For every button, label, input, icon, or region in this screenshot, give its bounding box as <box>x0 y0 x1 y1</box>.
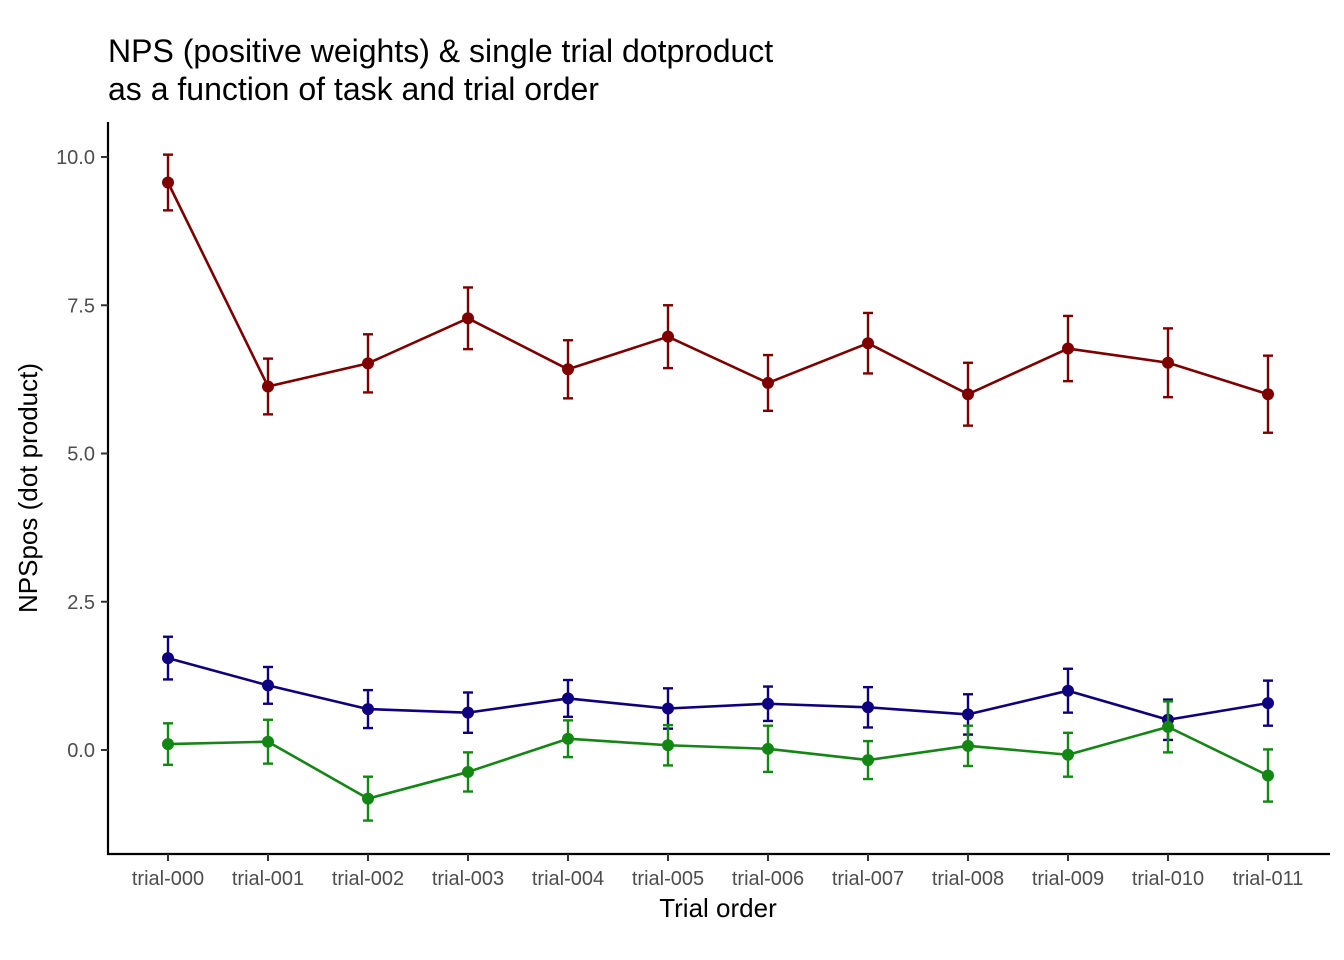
data-point <box>462 765 474 778</box>
plot-area <box>162 153 1274 822</box>
data-point <box>962 708 974 721</box>
data-point <box>662 739 674 752</box>
data-point <box>962 739 974 752</box>
series-line <box>166 181 1269 396</box>
x-tick-label: trial-000 <box>132 868 204 890</box>
data-point <box>162 738 174 751</box>
data-point <box>862 337 874 350</box>
series-3 <box>162 700 1274 822</box>
data-point <box>1062 684 1074 697</box>
x-tick-label: trial-003 <box>432 868 504 890</box>
x-tick-label: trial-004 <box>532 868 604 890</box>
data-point <box>1162 356 1174 369</box>
chart-subtitle: as a function of task and trial order <box>108 71 599 107</box>
x-tick-label: trial-006 <box>732 868 804 890</box>
y-tick-label: 0.0 <box>67 740 95 762</box>
y-axis-ticks: 0.0 2.5 5.0 7.5 10.0 <box>56 147 108 762</box>
data-point <box>1062 748 1074 761</box>
y-tick-label: 2.5 <box>67 592 95 614</box>
y-tick-label: 7.5 <box>67 295 95 317</box>
data-point <box>362 357 374 370</box>
x-tick-label: trial-011 <box>1233 868 1304 890</box>
series-line <box>167 656 1269 722</box>
data-point <box>762 376 774 389</box>
x-tick-label: trial-008 <box>932 868 1004 890</box>
x-tick-label: trial-001 <box>232 868 304 890</box>
data-point <box>1262 697 1274 710</box>
data-point <box>762 697 774 710</box>
y-tick-label: 10.0 <box>56 147 95 169</box>
data-point <box>562 363 574 376</box>
y-axis-label: NPSpos (dot product) <box>13 363 43 613</box>
data-point <box>462 706 474 719</box>
data-point <box>362 703 374 716</box>
data-point <box>562 732 574 745</box>
data-point <box>962 388 974 401</box>
data-point <box>262 679 274 692</box>
y-tick-label: 5.0 <box>67 444 95 466</box>
data-point <box>1262 388 1274 401</box>
data-point <box>262 380 274 393</box>
series-2 <box>162 635 1274 742</box>
data-point <box>362 792 374 805</box>
data-point <box>662 330 674 343</box>
data-point <box>1062 342 1074 355</box>
x-axis-label: Trial order <box>659 893 777 923</box>
data-point <box>562 692 574 705</box>
data-point <box>862 754 874 767</box>
x-axis-ticks: trial-000 trial-001 trial-002 trial-003 tria… <box>132 854 1304 890</box>
data-point <box>162 176 174 189</box>
x-tick-label: trial-005 <box>632 868 704 890</box>
x-tick-label: trial-010 <box>1132 868 1204 890</box>
x-tick-label: trial-009 <box>1032 868 1104 890</box>
data-point <box>462 312 474 325</box>
x-tick-label: trial-007 <box>832 868 904 890</box>
series-1 <box>162 153 1274 434</box>
data-point <box>262 735 274 748</box>
data-point <box>762 742 774 755</box>
x-tick-label: trial-002 <box>332 868 404 890</box>
data-point <box>162 652 174 665</box>
data-point <box>862 701 874 714</box>
data-point <box>662 702 674 715</box>
chart-title: NPS (positive weights) & single trial do… <box>108 33 773 69</box>
data-point <box>1162 720 1174 733</box>
series-line <box>167 725 1269 800</box>
data-point <box>1262 769 1274 782</box>
